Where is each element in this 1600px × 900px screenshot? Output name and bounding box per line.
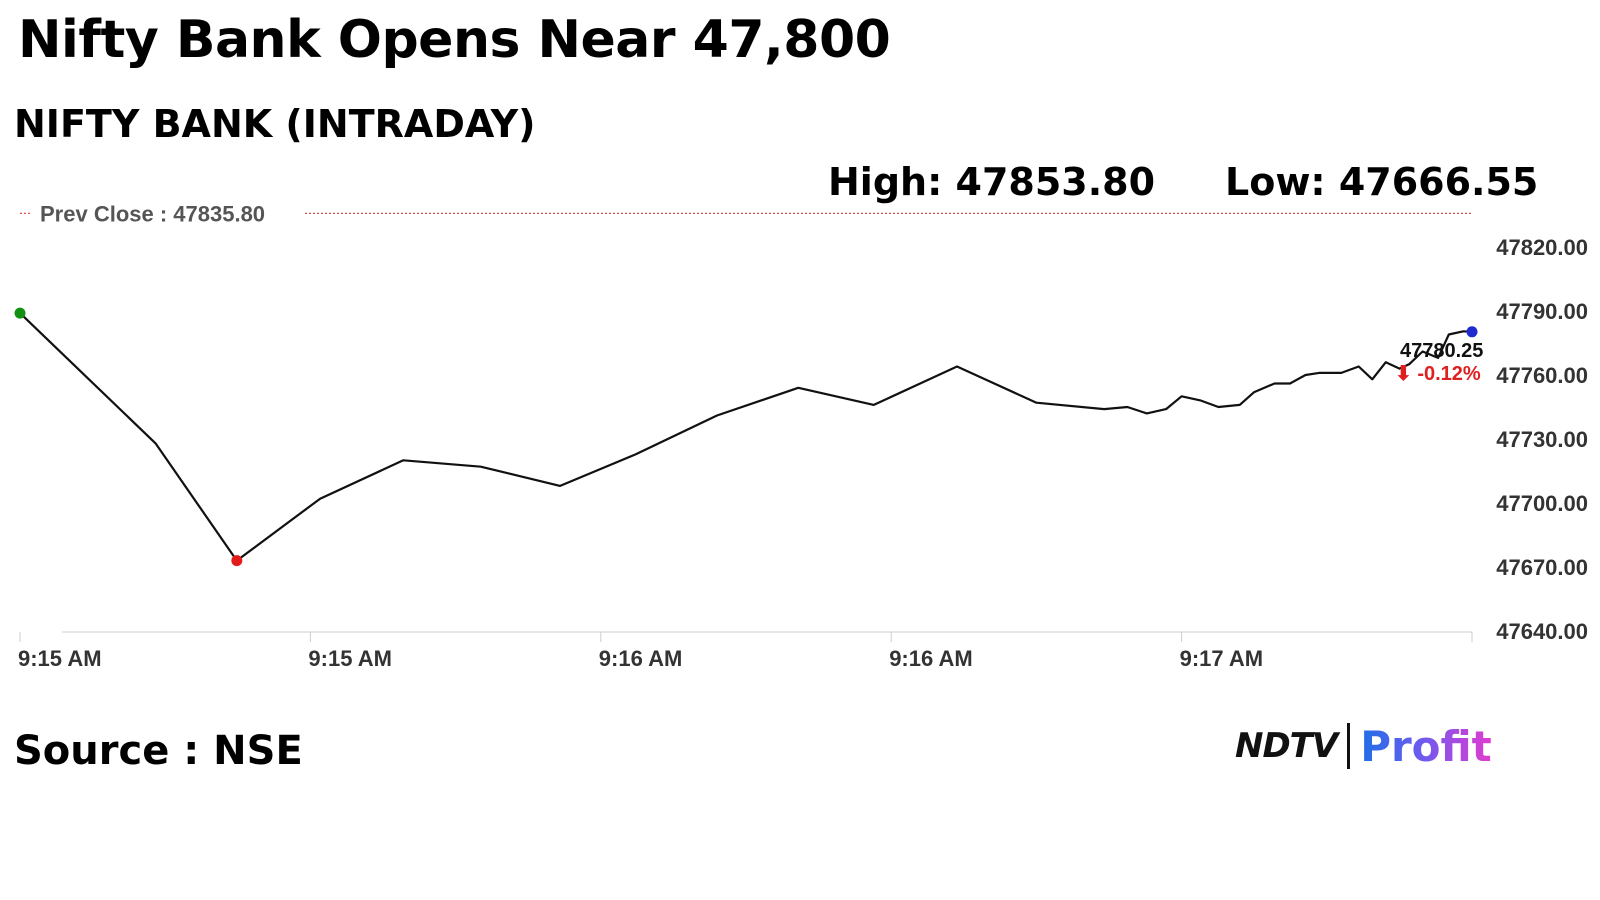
logo-divider	[1347, 723, 1351, 769]
intraday-line-chart: 47820.00 47790.00 47760.00 47730.00 47700.00…	[14, 201, 1588, 671]
last-change-label: ⬇ -0.12%	[1395, 363, 1481, 385]
prev-close-label: Prev Close : 47835.80	[40, 201, 265, 226]
last-point-marker	[1466, 326, 1478, 338]
low-point-marker	[231, 555, 243, 567]
x-tick-label: 9:15 AM	[18, 646, 102, 671]
x-tick-label: 9:16 AM	[889, 646, 973, 671]
y-tick-label: 47790.00	[1496, 299, 1588, 324]
low-value: Low: 47666.55	[1225, 160, 1539, 204]
start-point-marker	[14, 307, 26, 319]
y-tick-label: 47820.00	[1496, 235, 1588, 260]
ndtv-profit-logo: NDTV Profit	[1235, 718, 1492, 774]
y-tick-label: 47730.00	[1496, 427, 1588, 452]
x-tick-label: 9:15 AM	[308, 646, 392, 671]
page-title: Nifty Bank Opens Near 47,800	[18, 10, 891, 70]
price-line	[19, 312, 1473, 562]
high-value: High: 47853.80	[828, 160, 1156, 204]
source-note: Source : NSE	[14, 728, 303, 774]
last-value-label: 47780.25	[1400, 340, 1483, 362]
y-tick-label: 47670.00	[1496, 555, 1588, 580]
y-tick-label: 47700.00	[1496, 491, 1588, 516]
x-tick-label: 9:16 AM	[599, 646, 683, 671]
y-tick-label: 47640.00	[1496, 619, 1588, 644]
x-tick-label: 9:17 AM	[1180, 646, 1264, 671]
logo-profit-text: Profit	[1360, 721, 1492, 771]
y-tick-label: 47760.00	[1496, 363, 1588, 388]
chart-subtitle: NIFTY BANK (INTRADAY)	[14, 102, 536, 146]
logo-ndtv-text: NDTV	[1235, 726, 1338, 766]
